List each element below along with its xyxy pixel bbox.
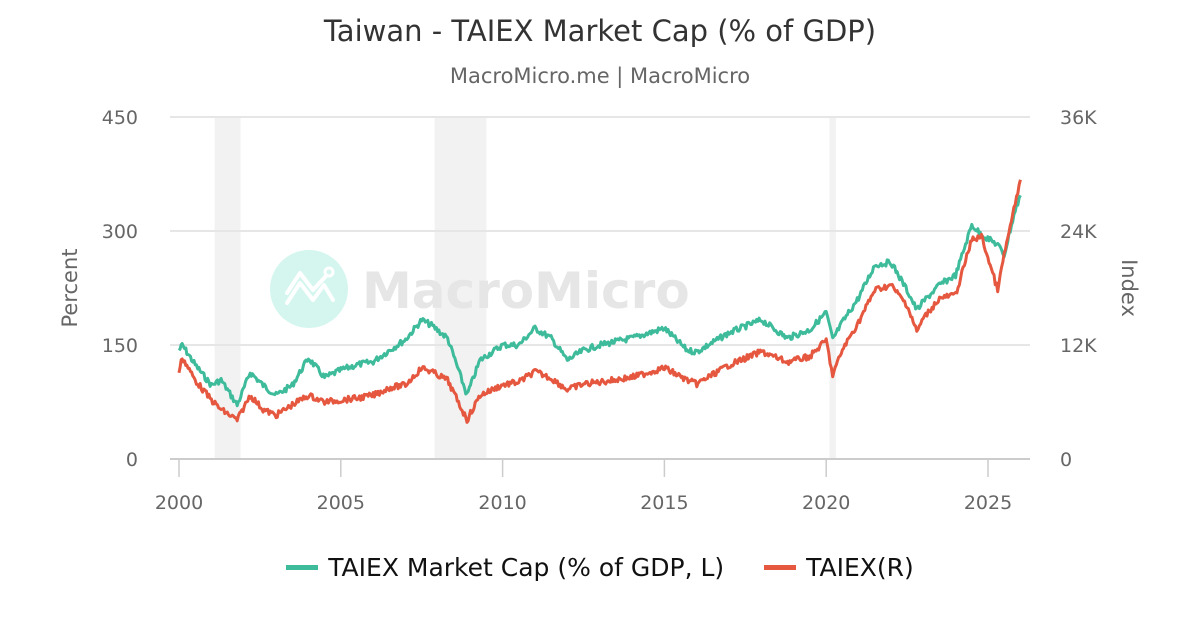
recession-bands <box>214 117 836 459</box>
x-tick-label: 2020 <box>802 492 850 514</box>
y-tick-left: 450 <box>102 107 138 129</box>
chart-title: Taiwan - TAIEX Market Cap (% of GDP) <box>323 14 877 48</box>
y-tick-left: 0 <box>126 449 138 471</box>
recession-band <box>434 117 487 459</box>
axes: 0 0 150 12K 300 24K 450 36K 2000 2005 2010 2015 2020… <box>102 107 1097 514</box>
y-tick-right: 36K <box>1060 107 1097 129</box>
y-tick-left: 150 <box>102 335 138 357</box>
legend-label: TAIEX Market Cap (% of GDP, L) <box>328 553 725 582</box>
y-axis-left-title: Percent <box>58 248 82 327</box>
legend-item-taiex[interactable]: TAIEX(R) <box>764 553 914 582</box>
x-tick-label: 2010 <box>478 492 526 514</box>
legend-label: TAIEX(R) <box>806 553 914 582</box>
series-market-cap-line[interactable] <box>177 194 1022 408</box>
y-tick-right: 12K <box>1060 335 1097 357</box>
legend-swatch-red-icon <box>764 565 797 570</box>
legend: TAIEX Market Cap (% of GDP, L) TAIEX(R) <box>0 553 1200 582</box>
x-tick-label: 2025 <box>964 492 1012 514</box>
series-lines <box>177 179 1022 424</box>
y-tick-right: 0 <box>1060 449 1072 471</box>
watermark-logo-icon <box>270 250 348 328</box>
legend-item-market-cap[interactable]: TAIEX Market Cap (% of GDP, L) <box>286 553 724 582</box>
watermark-chart-glyph-icon <box>285 281 335 305</box>
x-tick-label: 2015 <box>640 492 688 514</box>
legend-swatch-green-icon <box>286 565 319 570</box>
series-taiex-line[interactable] <box>177 179 1022 424</box>
x-tick-label: 2005 <box>317 492 365 514</box>
y-tick-right: 24K <box>1060 221 1097 243</box>
watermark: MacroMicro <box>270 250 690 328</box>
chart-subtitle: MacroMicro.me | MacroMicro <box>449 64 751 88</box>
y-axis-right-title: Index <box>1117 259 1141 317</box>
x-tick-label: 2000 <box>155 492 203 514</box>
y-tick-left: 300 <box>102 221 138 243</box>
recession-band <box>829 117 836 459</box>
watermark-text: MacroMicro <box>362 262 690 320</box>
